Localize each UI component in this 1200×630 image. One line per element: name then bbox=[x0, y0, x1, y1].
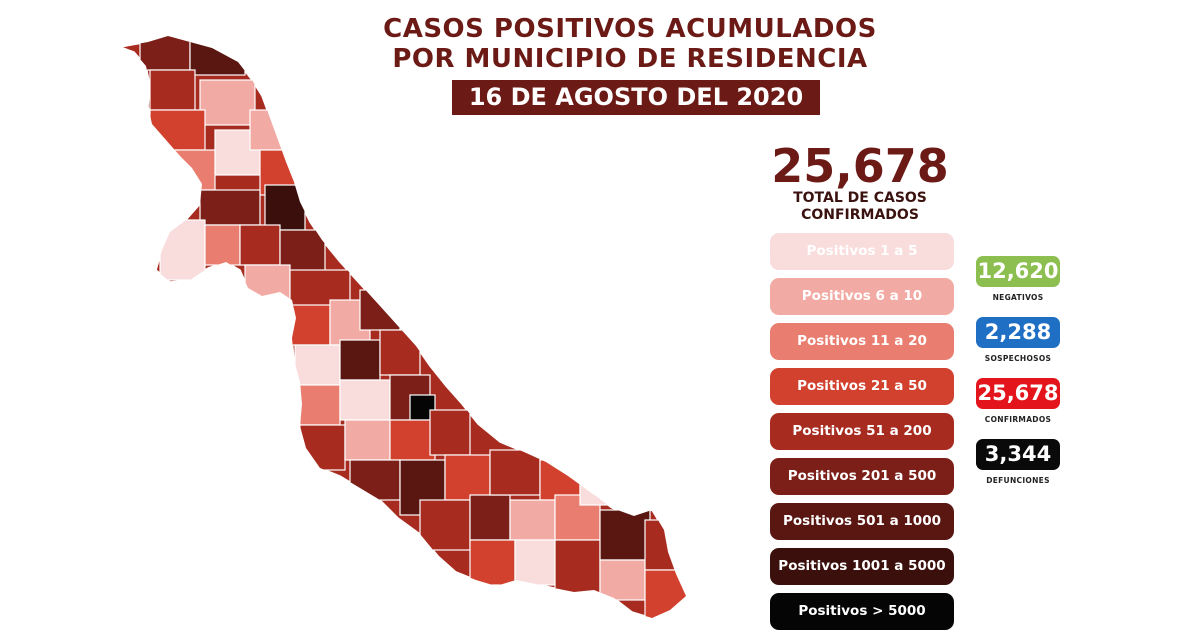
legend-item: Positivos 1 a 5 bbox=[770, 233, 954, 270]
legend-item: Positivos 21 a 50 bbox=[770, 368, 954, 405]
title-line-1: CASOS POSITIVOS ACUMULADOS bbox=[383, 14, 877, 44]
stat-label: NEGATIVOS bbox=[992, 293, 1044, 302]
total-label-line-1: TOTAL DE CASOS bbox=[793, 190, 927, 206]
legend-item: Positivos 1001 a 5000 bbox=[770, 548, 954, 585]
stat-value-badge: 12,620 bbox=[976, 256, 1060, 287]
total-cases-label: TOTAL DE CASOS CONFIRMADOS bbox=[760, 190, 960, 224]
stat-value-badge: 3,344 bbox=[976, 439, 1060, 470]
legend-item: Positivos 201 a 500 bbox=[770, 458, 954, 495]
date-banner: 16 DE AGOSTO DEL 2020 bbox=[452, 80, 820, 115]
legend-item: Positivos 501 a 1000 bbox=[770, 503, 954, 540]
title-line-2: POR MUNICIPIO DE RESIDENCIA bbox=[392, 44, 868, 74]
stat-label: CONFIRMADOS bbox=[984, 415, 1052, 424]
veracruz-municipal-map bbox=[120, 36, 686, 618]
stat-value-badge: 2,288 bbox=[976, 317, 1060, 348]
stat-label: SOSPECHOSOS bbox=[984, 354, 1052, 363]
total-cases-number: 25,678 bbox=[771, 139, 949, 193]
total-label-line-2: CONFIRMADOS bbox=[801, 207, 919, 223]
legend-item: Positivos 11 a 20 bbox=[770, 323, 954, 360]
legend-item: Positivos > 5000 bbox=[770, 593, 954, 630]
legend-item: Positivos 6 a 10 bbox=[770, 278, 954, 315]
stat-value-badge: 25,678 bbox=[976, 378, 1060, 409]
stat-label: DEFUNCIONES bbox=[986, 476, 1050, 485]
legend-item: Positivos 51 a 200 bbox=[770, 413, 954, 450]
